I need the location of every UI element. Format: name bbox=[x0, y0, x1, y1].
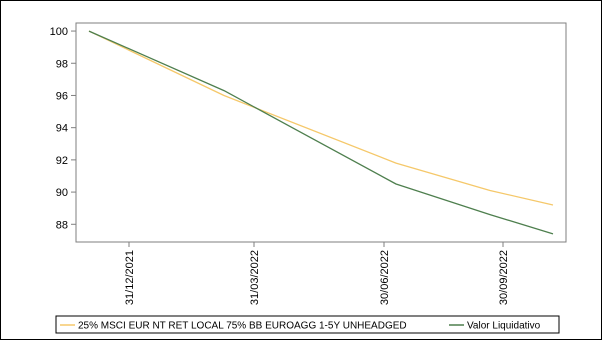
y-tick-label: 92 bbox=[56, 155, 68, 167]
x-tick-label: 30/06/2022 bbox=[379, 250, 391, 305]
legend-label-benchmark: 25% MSCI EUR NT RET LOCAL 75% BB EUROAGG… bbox=[78, 321, 407, 332]
legend-label-valor-liquidativo: Valor Liquidativo bbox=[467, 321, 541, 332]
y-tick-label: 88 bbox=[56, 219, 68, 231]
y-tick-label: 98 bbox=[56, 58, 68, 70]
series-line-valor-liquidativo bbox=[88, 30, 554, 235]
x-tick-label: 31/12/2021 bbox=[124, 250, 136, 305]
y-axis: 88 90 92 94 96 98 100 bbox=[50, 26, 76, 231]
legend: 25% MSCI EUR NT RET LOCAL 75% BB EUROAGG… bbox=[55, 315, 560, 334]
y-tick-label: 100 bbox=[50, 26, 68, 38]
plot-area bbox=[75, 22, 567, 243]
y-tick-label: 94 bbox=[56, 123, 68, 135]
series-layer bbox=[88, 30, 554, 235]
y-tick-label: 96 bbox=[56, 90, 68, 102]
series-line-benchmark bbox=[88, 30, 554, 206]
x-tick-label: 31/03/2022 bbox=[249, 250, 261, 305]
legend-box bbox=[55, 315, 560, 334]
y-tick-label: 90 bbox=[56, 187, 68, 199]
x-axis: 31/12/2021 31/03/2022 30/06/2022 30/09/2022 bbox=[124, 242, 510, 305]
x-tick-label: 30/09/2022 bbox=[498, 250, 510, 305]
